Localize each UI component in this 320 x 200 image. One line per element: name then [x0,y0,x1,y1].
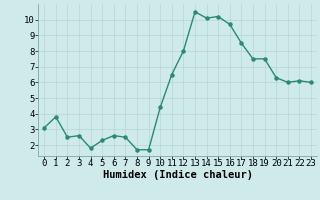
X-axis label: Humidex (Indice chaleur): Humidex (Indice chaleur) [103,170,252,180]
